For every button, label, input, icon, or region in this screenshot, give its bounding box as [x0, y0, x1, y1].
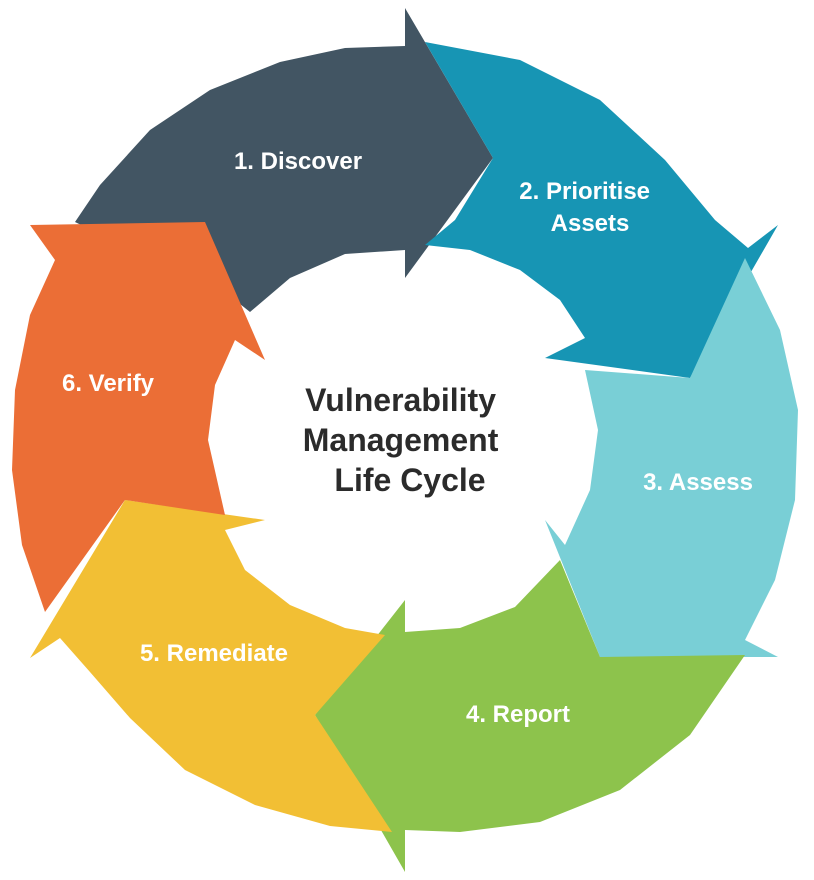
step-2-label: 2. Prioritise Assets	[519, 178, 656, 237]
step-3-arrow	[545, 258, 798, 657]
step-2-arrow	[425, 42, 778, 378]
step-4-label: 4. Report	[466, 701, 570, 728]
step-5-arrow	[30, 500, 392, 832]
center-title: Vulnerability Management Life Cycle	[303, 382, 507, 498]
step-6-arrow	[12, 222, 265, 612]
step-5-label: 5. Remediate	[140, 640, 288, 667]
step-3-label: 3. Assess	[643, 469, 753, 496]
step-1-label: 1. Discover	[234, 148, 362, 175]
step-4-arrow	[315, 560, 745, 872]
step-6-label: 6. Verify	[62, 370, 155, 397]
